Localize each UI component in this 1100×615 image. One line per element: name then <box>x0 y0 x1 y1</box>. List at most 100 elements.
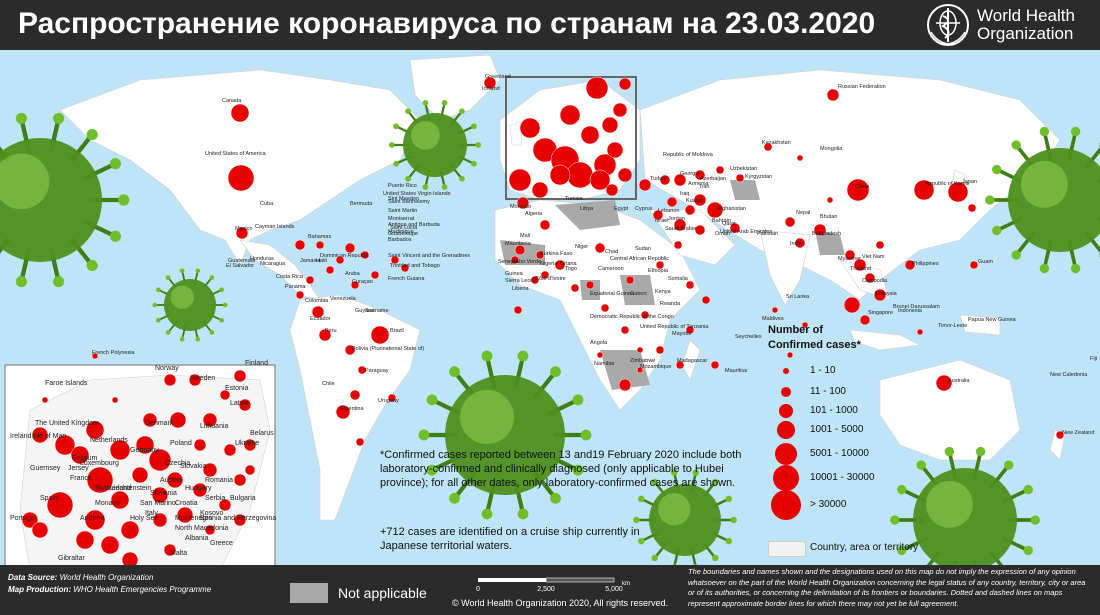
copyright: © World Health Organization 2020, All ri… <box>452 598 669 608</box>
case-bubble <box>510 255 520 265</box>
virus-spike-tip <box>637 537 645 545</box>
case-bubble <box>148 448 172 472</box>
virus-spike-tip <box>195 336 201 342</box>
country-label: Saint Lucia <box>390 225 418 231</box>
case-bubble <box>305 275 315 285</box>
virus-spike-tip <box>219 287 224 293</box>
inset-country-label: Luxembourg <box>80 460 119 467</box>
case-bubbles <box>21 76 1065 565</box>
case-bubble <box>801 321 809 329</box>
inset-country-label: Hungary <box>185 485 212 492</box>
inset-country-label: Austria <box>160 477 182 484</box>
country-label: Equatorial Guinea <box>590 291 635 297</box>
case-bubble <box>169 411 187 429</box>
case-bubble <box>295 290 305 300</box>
case-bubble <box>549 164 571 186</box>
case-bubble <box>638 178 652 192</box>
inset-country-label: Bulgaria <box>230 495 256 502</box>
virus-spike-tip <box>441 184 448 190</box>
case-bubble <box>202 462 218 478</box>
virus-spike-tip <box>1004 460 1014 470</box>
case-bubble <box>594 242 606 254</box>
legend-item: 1 - 10 <box>770 363 920 385</box>
virus-highlight <box>460 390 514 444</box>
country-label: Suriname <box>365 308 389 314</box>
case-bubble <box>589 169 611 191</box>
case-bubble <box>554 259 566 271</box>
case-bubble <box>152 512 168 528</box>
virus-body <box>649 484 721 556</box>
country-label: Republic of Korea <box>925 181 970 187</box>
virus-body <box>403 113 467 177</box>
case-bubble <box>580 125 600 145</box>
legend-title: Number of Confirmed cases* <box>768 323 908 353</box>
who-brand: World Health Organization <box>925 2 1075 48</box>
country-label: Uzbekistan <box>730 166 757 172</box>
legend-item-label: 11 - 100 <box>810 386 846 397</box>
case-bubble <box>318 328 332 342</box>
virus-spike-tip <box>730 516 737 524</box>
country-label: Central African Republic <box>610 256 669 262</box>
case-bubble <box>585 76 609 100</box>
case-bubble <box>875 240 885 250</box>
virus-body <box>0 138 102 262</box>
country-label: Maldives <box>762 316 784 322</box>
virus-spike-tip <box>459 108 465 115</box>
legend-item-label: 101 - 1000 <box>810 405 858 416</box>
country-label: Kuwait <box>686 198 703 204</box>
inset-country-label: Slovenia <box>150 490 177 497</box>
page-title: Распространение коронавируса по странам … <box>18 7 876 40</box>
country-label: Colombia <box>305 298 329 304</box>
country-label: Malaysia <box>875 291 898 297</box>
case-bubble <box>859 314 871 326</box>
case-bubble <box>100 535 120 555</box>
country-label: New Caledonia <box>1050 372 1088 378</box>
inset-country-label: Finland <box>245 360 268 367</box>
country-label: Guatemala <box>228 258 256 264</box>
virus-spike-tip <box>156 287 161 293</box>
virus-icon <box>890 446 1040 565</box>
country-label: Guyana <box>355 308 375 314</box>
inset-country-label: Portugal <box>10 515 37 522</box>
inset-country-label: Denmark <box>145 420 174 427</box>
inset-country-label: Netherlands <box>90 437 128 444</box>
inset-country-label: Guernsey <box>30 465 61 472</box>
legend-bubble <box>783 368 789 374</box>
virus-spike-tip <box>651 478 658 486</box>
case-bubble <box>218 498 232 512</box>
country-label: Ecuador <box>310 316 331 322</box>
country-label: Papua New Guinea <box>968 317 1017 323</box>
country-label: Canada <box>222 98 242 104</box>
country-label: Puerto Rico <box>388 183 417 189</box>
virus-spike-tip <box>985 195 995 205</box>
virus-spike-tip <box>897 484 907 495</box>
case-bubble <box>675 360 685 370</box>
country-label: Bermuda <box>350 201 373 207</box>
country-label: Morocco <box>510 204 531 210</box>
virus-spike-tip <box>725 495 733 503</box>
inset-country-label: North Macedonia <box>175 525 228 532</box>
virus-spike-tip <box>165 330 171 335</box>
virus-spike-tip <box>550 366 561 378</box>
case-bubble <box>625 275 635 285</box>
country-label: Barbados <box>388 237 412 243</box>
case-bubble <box>684 204 696 216</box>
virus-highlight <box>0 153 50 210</box>
virus-spike-tip <box>219 317 224 323</box>
case-bubble <box>694 224 706 236</box>
virus-spike-tip <box>86 128 98 141</box>
inset-country-label: Montenegro <box>175 515 212 522</box>
legend-item: 10001 - 30000 <box>770 465 920 492</box>
case-bubble <box>357 365 367 375</box>
country-label: Dominican Republic <box>320 253 369 259</box>
legend-bubble <box>781 387 791 397</box>
data-source-value: World Health Organization <box>59 573 154 582</box>
case-bubble <box>400 263 410 273</box>
country-label: Cambodia <box>862 278 888 284</box>
legend-item-label: 1001 - 5000 <box>810 424 864 435</box>
case-bubble <box>360 250 370 260</box>
case-bubble <box>530 275 540 285</box>
virus-spike-tip <box>426 394 438 406</box>
case-bubble <box>46 491 74 519</box>
case-bubble <box>238 398 252 412</box>
